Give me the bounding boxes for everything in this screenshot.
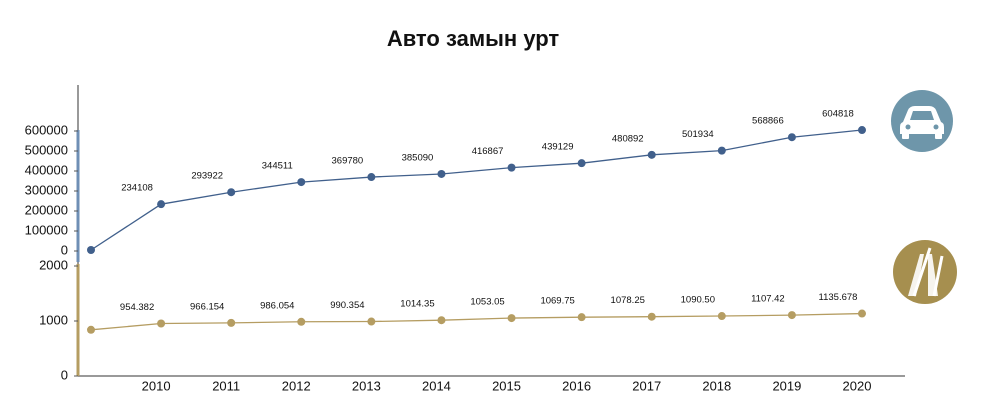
data-point — [507, 314, 516, 323]
value-label: 954.382 — [120, 302, 154, 313]
data-point — [157, 319, 166, 328]
x-tick-label: 2019 — [772, 378, 801, 393]
y-tick-label: 1000 — [39, 312, 68, 327]
data-point — [437, 169, 446, 178]
value-label: 293922 — [191, 171, 223, 182]
y-tick-label: 300000 — [25, 182, 68, 197]
data-point — [858, 126, 866, 135]
data-point — [297, 178, 306, 187]
data-point — [858, 309, 866, 318]
value-label: 1090.50 — [681, 295, 715, 306]
data-point — [647, 150, 656, 159]
chart-title: Авто замын урт — [387, 26, 560, 51]
value-label: 480892 — [612, 133, 644, 144]
x-tick-label: 2015 — [492, 378, 521, 393]
value-label: 1053.05 — [470, 297, 504, 308]
x-tick-label: 2012 — [282, 378, 311, 393]
series-line — [90, 312, 863, 331]
x-tick-label: 2014 — [422, 378, 451, 393]
value-label: 344511 — [262, 161, 293, 172]
x-tick-label: 2013 — [352, 378, 381, 393]
value-label: 439129 — [542, 142, 574, 153]
data-point — [157, 200, 166, 209]
value-label: 568866 — [752, 116, 784, 127]
data-point — [507, 163, 516, 172]
value-label: 1135.678 — [819, 292, 858, 303]
data-point — [437, 316, 446, 325]
value-label: 986.054 — [260, 300, 294, 311]
data-point — [577, 159, 586, 168]
data-point — [787, 311, 796, 320]
data-point — [297, 317, 306, 326]
value-label: 604818 — [822, 109, 854, 120]
value-label: 234108 — [121, 183, 153, 194]
y-tick-label: 600000 — [25, 122, 68, 137]
x-tick-label: 2018 — [702, 378, 731, 393]
data-point — [87, 246, 95, 254]
data-point — [227, 188, 236, 197]
y-tick-label: 400000 — [25, 162, 68, 177]
y-tick-label: 500000 — [25, 142, 68, 157]
value-label: 385090 — [402, 152, 434, 163]
y-tick-label: 0 — [61, 242, 68, 257]
value-label: 416867 — [472, 146, 504, 157]
value-label: 369780 — [332, 156, 364, 167]
data-point — [717, 312, 726, 321]
data-point — [87, 325, 95, 334]
y-tick-label: 100000 — [25, 222, 68, 237]
series-line — [90, 129, 863, 251]
x-tick-label: 2016 — [562, 378, 591, 393]
road-icon — [893, 240, 957, 304]
data-point — [227, 318, 236, 327]
y-tick-label: 2000 — [39, 257, 68, 272]
data-point — [367, 173, 376, 182]
car-icon — [891, 90, 953, 152]
data-point — [577, 313, 586, 322]
x-tick-label: 2011 — [212, 378, 240, 393]
data-point — [787, 133, 796, 142]
value-label: 1069.75 — [540, 296, 574, 307]
x-tick-label: 2020 — [843, 378, 872, 393]
value-label: 1078.25 — [611, 295, 645, 306]
data-point — [647, 312, 656, 321]
value-label: 966.154 — [190, 301, 224, 312]
y-tick-label: 200000 — [25, 202, 68, 217]
value-label: 1107.42 — [751, 294, 785, 305]
value-label: 501934 — [682, 129, 714, 140]
x-tick-label: 2010 — [142, 378, 171, 393]
x-tick-label: 2017 — [632, 378, 661, 393]
data-point — [367, 317, 376, 326]
value-label: 990.354 — [330, 300, 364, 311]
value-label: 1014.35 — [400, 299, 434, 310]
data-point — [717, 146, 726, 155]
y-tick-label: 0 — [61, 367, 68, 382]
